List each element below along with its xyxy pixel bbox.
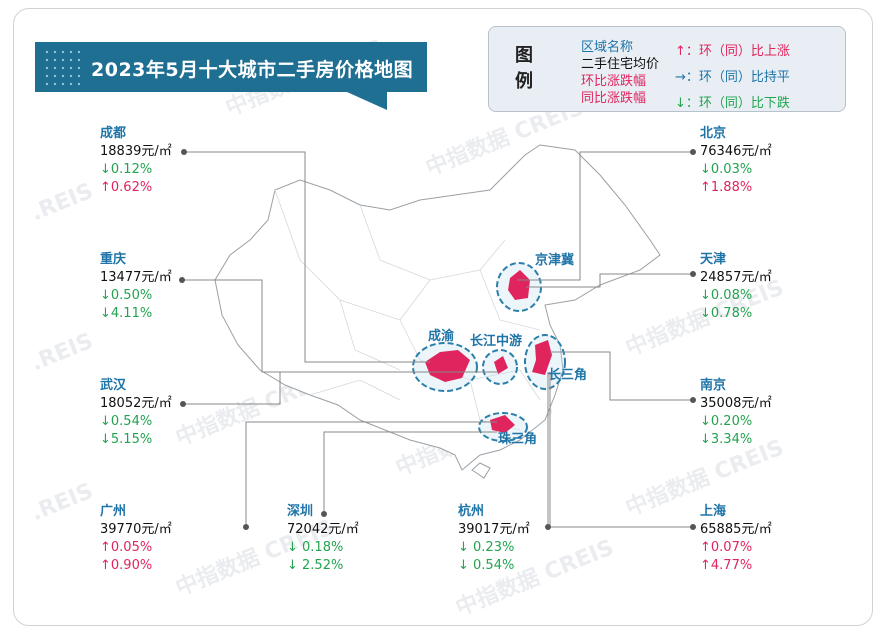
city-price: 35008元/㎡	[700, 396, 772, 411]
city-name: 深圳	[287, 504, 314, 519]
legend-rise: ↑：环（同）比上涨	[675, 44, 790, 59]
city-mom: ↓0.50%	[100, 288, 153, 303]
city-block-chengdu: 成都 18839元/㎡ ↓0.12% ↑0.62%	[100, 125, 172, 197]
banner-tail	[347, 92, 387, 110]
region-label-zhusanjiao: 珠三角	[498, 432, 538, 447]
city-mom: ↓ 0.18%	[287, 540, 344, 555]
region-fills	[425, 270, 552, 433]
city-block-shanghai: 上海 65885元/㎡ ↑0.07% ↑4.77%	[700, 503, 772, 575]
city-price: 24857元/㎡	[700, 270, 772, 285]
city-mom: ↑0.05%	[100, 540, 153, 555]
city-yoy: ↓ 0.54%	[458, 558, 515, 573]
leader-lines	[182, 151, 693, 528]
city-mom: ↓0.12%	[100, 162, 153, 177]
city-yoy: ↓ 2.52%	[287, 558, 344, 573]
city-block-beijing: 北京 76346元/㎡ ↓0.03% ↑1.88%	[700, 125, 772, 197]
legend-fall: ↓：环（同）比下跌	[675, 96, 790, 111]
city-yoy: ↑0.62%	[100, 180, 153, 195]
city-price: 39770元/㎡	[100, 522, 172, 537]
city-price: 13477元/㎡	[100, 270, 172, 285]
city-price: 65885元/㎡	[700, 522, 772, 537]
city-name: 重庆	[100, 252, 127, 267]
city-price: 76346元/㎡	[700, 144, 772, 159]
city-yoy: ↑4.77%	[700, 558, 753, 573]
city-block-tianjin: 天津 24857元/㎡ ↓0.08% ↓0.78%	[700, 251, 772, 323]
city-block-wuhan: 武汉 18052元/㎡ ↓0.54% ↓5.15%	[100, 377, 172, 449]
city-yoy: ↑1.88%	[700, 180, 753, 195]
legend-mom: 环比涨跌幅	[581, 74, 647, 89]
city-name: 天津	[700, 252, 727, 267]
city-yoy: ↓5.15%	[100, 432, 153, 447]
city-yoy: ↓3.34%	[700, 432, 753, 447]
city-name: 成都	[100, 126, 127, 141]
city-price: 72042元/㎡	[287, 522, 359, 537]
city-name: 杭州	[458, 504, 485, 519]
legend-flat: →：环（同）比持平	[675, 70, 790, 85]
city-yoy: ↓4.11%	[100, 306, 153, 321]
dot-grid-decoration	[43, 48, 83, 86]
legend-avg-price: 二手住宅均价	[581, 57, 660, 72]
city-block-guangzhou: 广州 39770元/㎡ ↑0.05% ↑0.90%	[100, 503, 172, 575]
china-outline	[214, 144, 661, 479]
city-mom: ↓0.54%	[100, 414, 153, 429]
city-price: 18839元/㎡	[100, 144, 172, 159]
city-mom: ↓ 0.23%	[458, 540, 515, 555]
legend-region-name: 区域名称	[581, 40, 634, 55]
city-block-hangzhou: 杭州 39017元/㎡ ↓ 0.23% ↓ 0.54%	[458, 503, 530, 575]
city-mom: ↑0.07%	[700, 540, 753, 555]
legend-box: 图例 区域名称 二手住宅均价 环比涨跌幅 同比涨跌幅 ↑：环（同）比上涨 →：环…	[488, 26, 846, 112]
city-block-nanjing: 南京 35008元/㎡ ↓0.20% ↓3.34%	[700, 377, 772, 449]
city-yoy: ↓0.78%	[700, 306, 753, 321]
city-name: 上海	[700, 504, 727, 519]
legend-yoy: 同比涨跌幅	[581, 91, 647, 106]
region-label-chengyu: 成渝	[428, 329, 455, 344]
city-name: 广州	[100, 504, 127, 519]
city-mom: ↓0.08%	[700, 288, 753, 303]
city-price: 39017元/㎡	[458, 522, 530, 537]
region-label-changjiang: 长江中游	[470, 334, 523, 349]
title-banner: 2023年5月十大城市二手房价格地图	[35, 42, 427, 110]
city-price: 18052元/㎡	[100, 396, 172, 411]
legend-heading: 图例	[515, 45, 533, 92]
leader-dots	[179, 149, 696, 530]
city-name: 北京	[700, 126, 727, 141]
city-name: 武汉	[100, 378, 127, 393]
city-yoy: ↑0.90%	[100, 558, 153, 573]
city-block-shenzhen: 深圳 72042元/㎡ ↓ 0.18% ↓ 2.52%	[287, 503, 359, 575]
region-label-jingjinji: 京津冀	[535, 253, 575, 268]
legend-arrow-list: ↑：环（同）比上涨 →：环（同）比持平 ↓：环（同）比下跌	[675, 39, 790, 117]
city-mom: ↓0.20%	[700, 414, 753, 429]
city-mom: ↓0.03%	[700, 162, 753, 177]
page-title: 2023年5月十大城市二手房价格地图	[91, 59, 414, 81]
city-name: 南京	[700, 378, 727, 393]
city-block-chongqing: 重庆 13477元/㎡ ↓0.50% ↓4.11%	[100, 251, 172, 323]
region-label-changsanjiao: 长三角	[548, 368, 588, 383]
legend-field-list: 区域名称 二手住宅均价 环比涨跌幅 同比涨跌幅	[581, 39, 659, 107]
